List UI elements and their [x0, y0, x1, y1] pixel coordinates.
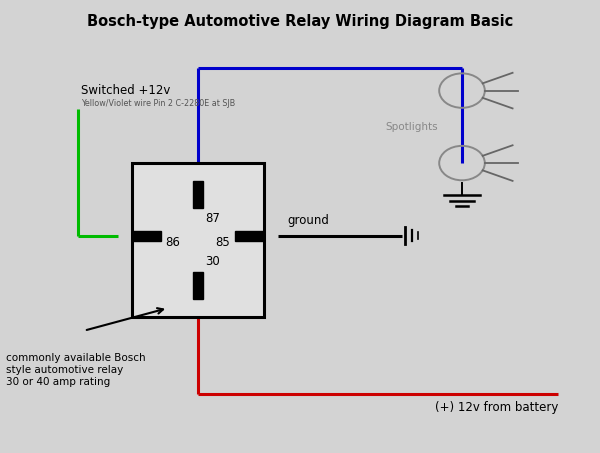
Bar	[132, 231, 161, 241]
Bar	[235, 231, 264, 241]
Text: Spotlights: Spotlights	[385, 122, 438, 132]
Text: 30: 30	[205, 255, 220, 268]
Text: (+) 12v from battery: (+) 12v from battery	[434, 401, 558, 414]
Text: commonly available Bosch
style automotive relay
30 or 40 amp rating: commonly available Bosch style automotiv…	[6, 353, 146, 386]
Text: Yellow/Violet wire Pin 2 C-2280E at SJB: Yellow/Violet wire Pin 2 C-2280E at SJB	[81, 99, 235, 108]
Text: 87: 87	[205, 212, 220, 225]
Bar	[132, 163, 264, 317]
Text: 85: 85	[215, 236, 230, 250]
Text: Switched +12v: Switched +12v	[81, 84, 170, 97]
Bar	[193, 181, 203, 208]
Text: 86: 86	[166, 236, 181, 250]
Text: Bosch-type Automotive Relay Wiring Diagram Basic: Bosch-type Automotive Relay Wiring Diagr…	[87, 14, 513, 29]
Bar	[193, 272, 203, 299]
Text: ground: ground	[287, 214, 329, 227]
